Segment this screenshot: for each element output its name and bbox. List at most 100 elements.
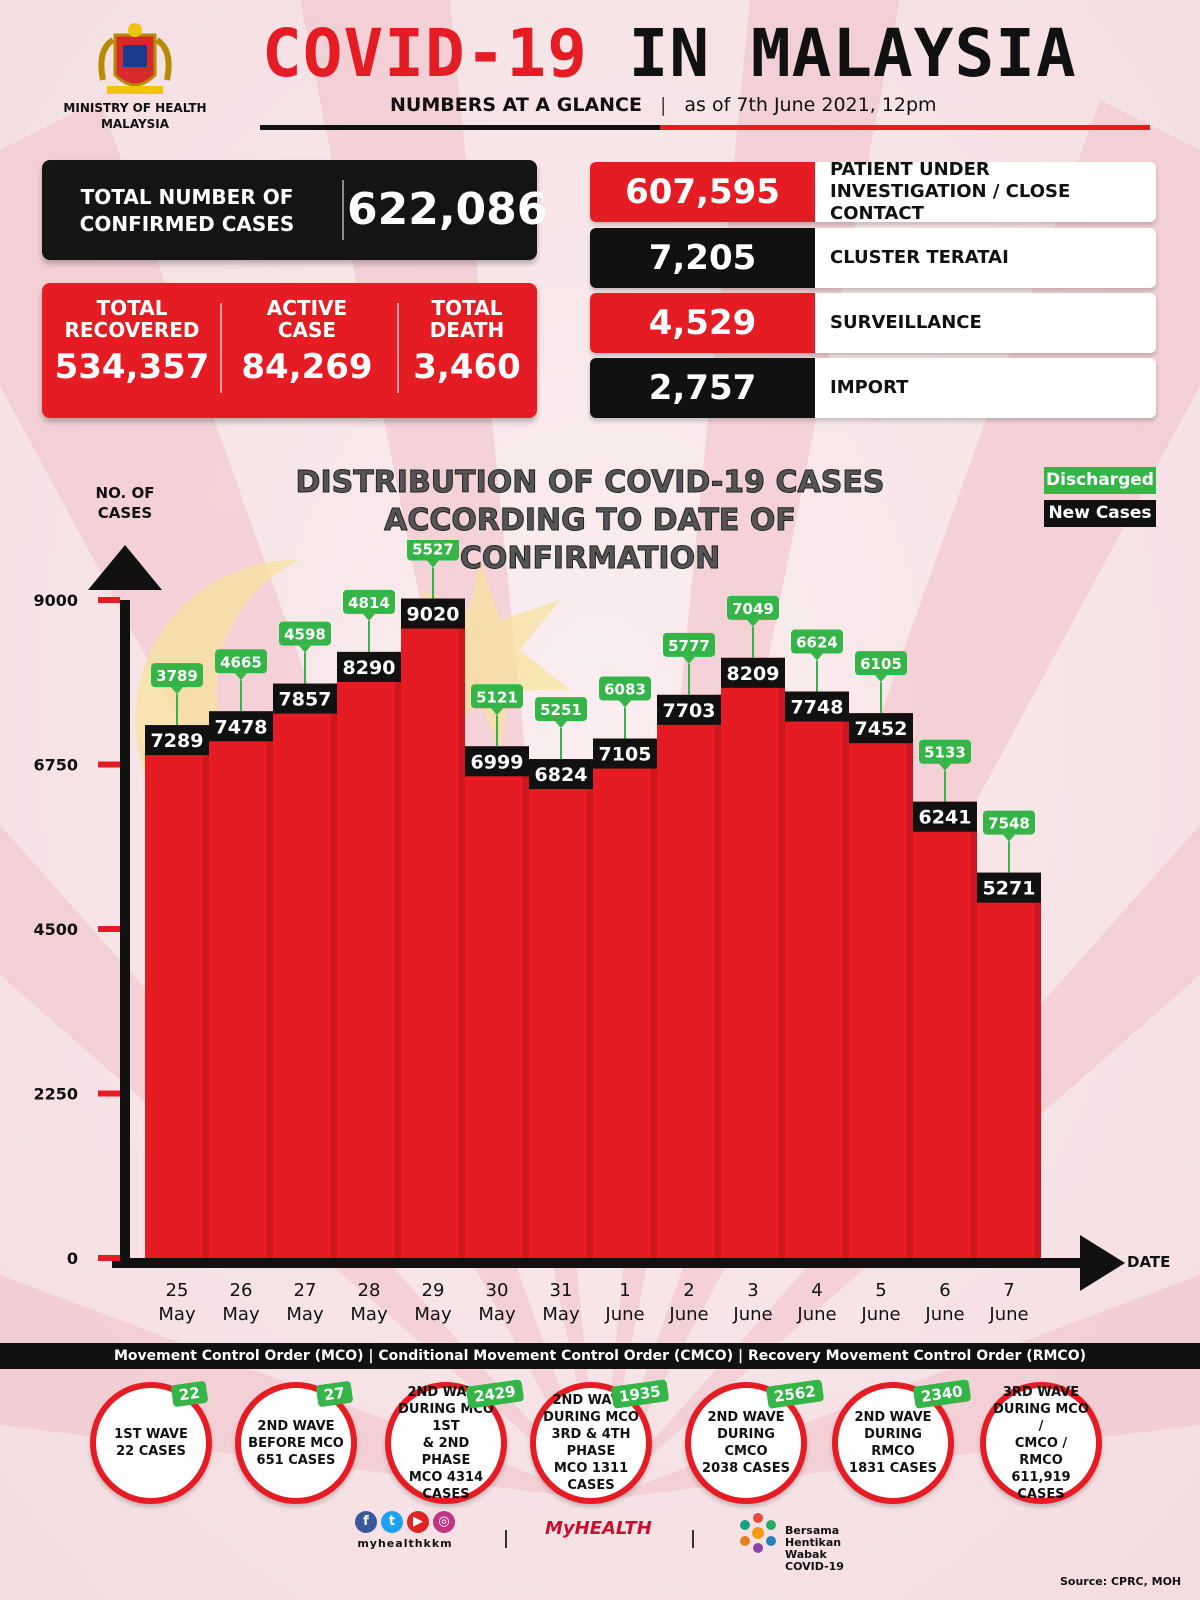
bar-chart: 0 2250 4500 6750 9000 7289 3789 25 May 7478 4665 26… xyxy=(33,540,1125,1325)
new-cases-label-bg xyxy=(913,801,977,832)
new-cases-label-bg xyxy=(465,746,529,777)
wave-circle: 2ND WAVE DURING MCO 1ST & 2ND PHASE MCO … xyxy=(385,1382,507,1504)
discharged-label-bg xyxy=(215,649,267,674)
x-tick-label: 3 June xyxy=(732,1280,772,1325)
y-tick-label: 0 xyxy=(67,1249,78,1268)
bar-shade xyxy=(715,694,721,1258)
new-cases-label-bg xyxy=(785,691,849,722)
wave-circle: 2ND WAVE DURING RMCO 1831 CASES xyxy=(832,1382,954,1504)
discharged-label: 5777 xyxy=(668,637,710,655)
new-cases-label-bg xyxy=(337,651,401,682)
legend-discharged: Discharged xyxy=(1044,467,1156,494)
discharged-stem xyxy=(176,694,178,726)
discharged-label-bg xyxy=(919,739,971,764)
y-tick-label: 6750 xyxy=(33,756,78,775)
totals-card: TOTAL RECOVERED 534,357 ACTIVE CASE 84,2… xyxy=(42,283,537,418)
discharged-label: 5527 xyxy=(412,541,454,559)
bar-shade xyxy=(907,713,913,1258)
discharged-label-bg xyxy=(983,810,1035,835)
y-axis-line xyxy=(120,600,130,1268)
discharged-pointer xyxy=(235,673,247,681)
bar xyxy=(145,725,209,1258)
subtitle-date: as of 7th June 2021, 12pm xyxy=(684,94,937,116)
new-cases-label: 6824 xyxy=(535,764,588,786)
x-tick-label: 29 May xyxy=(414,1280,452,1325)
bar-shade xyxy=(459,598,465,1258)
bersama-text: Bersama Hentikan Wabak COVID-19 xyxy=(785,1524,844,1573)
new-cases-label-bg xyxy=(401,598,465,629)
new-cases-label-bg xyxy=(529,759,593,790)
bar xyxy=(849,713,913,1258)
source-value: 4,529 xyxy=(590,293,815,353)
bar xyxy=(529,759,593,1258)
legend-new-cases: New Cases xyxy=(1044,500,1156,527)
total-confirmed-card: TOTAL NUMBER OF CONFIRMED CASES 622,086 xyxy=(42,160,547,260)
new-cases-label: 8209 xyxy=(727,663,780,685)
discharged-stem xyxy=(432,567,434,599)
subtitle: NUMBERS AT A GLANCE | as of 7th June 2021,… xyxy=(390,94,1030,116)
discharged-pointer xyxy=(427,560,439,568)
bar-shade xyxy=(523,746,529,1258)
new-cases-label: 7452 xyxy=(855,718,908,740)
youtube-icon[interactable]: ▶ xyxy=(407,1511,429,1533)
y-tick xyxy=(98,926,120,932)
total-confirmed-label: TOTAL NUMBER OF CONFIRMED CASES xyxy=(79,185,295,236)
source-note: Source: CPRC, MOH xyxy=(1060,1575,1182,1588)
new-cases-label: 7289 xyxy=(151,730,204,752)
discharged-pointer xyxy=(747,619,759,627)
bar xyxy=(401,598,465,1258)
new-cases-label: 5271 xyxy=(983,878,1036,900)
title-malaysia: IN MALAYSIA xyxy=(628,15,1077,92)
discharged-pointer xyxy=(683,656,695,664)
discharged-label-bg xyxy=(471,684,523,709)
divider xyxy=(342,180,344,240)
twitter-icon[interactable]: t xyxy=(381,1511,403,1533)
discharged-stem xyxy=(752,626,754,658)
bar-shade xyxy=(1035,872,1041,1258)
y-tick xyxy=(98,1090,120,1097)
instagram-icon[interactable]: ◎ xyxy=(433,1511,455,1533)
divider xyxy=(397,303,399,393)
discharged-label: 6105 xyxy=(860,655,902,673)
new-cases-label-bg xyxy=(273,683,337,714)
bar xyxy=(977,872,1041,1258)
new-cases-label-bg xyxy=(209,711,273,742)
source-row: 607,595 PATIENT UNDER INVESTIGATION / CL… xyxy=(590,159,1156,224)
bar xyxy=(657,694,721,1258)
y-tick xyxy=(98,597,120,603)
discharged-label-bg xyxy=(343,589,395,614)
title-covid: COVID-19 xyxy=(262,15,588,92)
header-rule-red xyxy=(660,125,1150,130)
source-label: IMPORT xyxy=(830,377,909,398)
new-cases-label: 7857 xyxy=(279,689,332,711)
x-tick-label: 27 May xyxy=(286,1280,324,1325)
new-cases-label: 6241 xyxy=(919,807,972,829)
x-axis-label: DATE xyxy=(1127,1253,1171,1271)
discharged-label: 5121 xyxy=(476,688,518,706)
new-cases-label: 7748 xyxy=(791,697,844,719)
death-label: TOTAL DEATH xyxy=(429,296,505,342)
x-tick-label: 5 June xyxy=(860,1280,900,1325)
x-tick-label: 31 May xyxy=(542,1280,580,1325)
x-tick-label: 1 June xyxy=(604,1280,644,1325)
active-stat: ACTIVE CASE 84,269 xyxy=(237,297,377,387)
discharged-pointer xyxy=(875,675,887,683)
active-label: ACTIVE CASE xyxy=(266,296,348,342)
facebook-icon[interactable]: f xyxy=(355,1511,377,1533)
recovered-stat: TOTAL RECOVERED 534,357 xyxy=(52,297,212,387)
y-tick-label: 4500 xyxy=(33,920,78,939)
new-cases-label-bg xyxy=(593,738,657,769)
bar xyxy=(465,746,529,1258)
source-row: 2,757 IMPORT xyxy=(590,358,1156,418)
page-title: COVID-19 IN MALAYSIA xyxy=(262,14,1142,94)
discharged-label-bg xyxy=(599,676,651,701)
bar xyxy=(593,738,657,1258)
bar-shade xyxy=(971,801,977,1258)
discharged-pointer xyxy=(555,721,567,729)
bar-shade xyxy=(267,711,273,1258)
bar xyxy=(337,651,401,1258)
discharged-pointer xyxy=(363,613,375,621)
source-value: 7,205 xyxy=(590,228,815,288)
bar-shade xyxy=(331,683,337,1258)
discharged-label: 4665 xyxy=(220,653,262,671)
